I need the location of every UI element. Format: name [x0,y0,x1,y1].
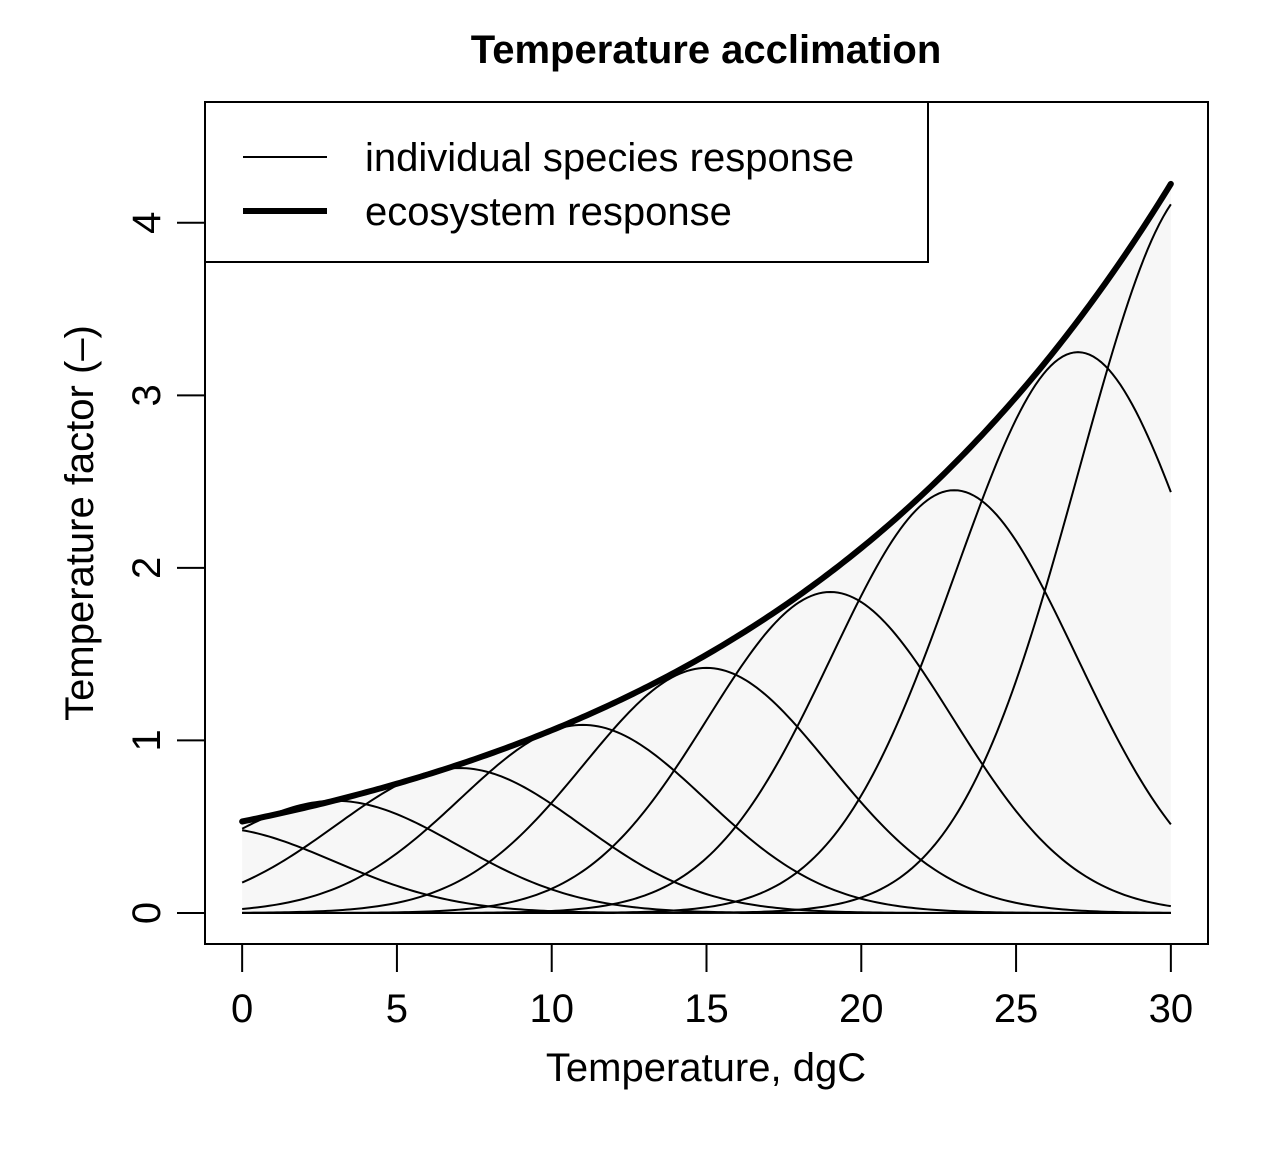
species-curve-5 [242,666,1171,914]
x-tick-label: 15 [684,987,729,1031]
chart-title: Temperature acclimation [471,28,942,72]
x-tick-label: 0 [231,987,253,1031]
envelope-fill-area [242,183,1171,913]
x-tick-label: 20 [839,987,884,1031]
y-axis-label: Temperature factor (–) [58,325,102,721]
species-curve-9 [242,203,1172,914]
species-curve-4 [242,723,1171,914]
y-tick-label: 0 [125,902,169,924]
x-tick-label: 30 [1149,987,1194,1031]
legend-label-species: individual species response [365,136,854,180]
y-tick-label: 1 [125,729,169,751]
x-tick-label: 25 [994,987,1039,1031]
x-axis-label: Temperature, dgC [546,1046,866,1090]
y-tick-label: 2 [125,557,169,579]
legend: individual species response ecosystem re… [204,101,929,263]
legend-box [204,101,929,263]
response-envelope-fill [242,183,1171,913]
ecosystem-curve-layer [239,180,1174,825]
x-tick-label: 5 [386,987,408,1031]
x-tick-label: 10 [529,987,574,1031]
legend-label-ecosystem: ecosystem response [365,190,732,234]
y-tick-label: 4 [125,212,169,234]
y-tick-label: 3 [125,384,169,406]
ecosystem-response-curve [239,180,1174,825]
